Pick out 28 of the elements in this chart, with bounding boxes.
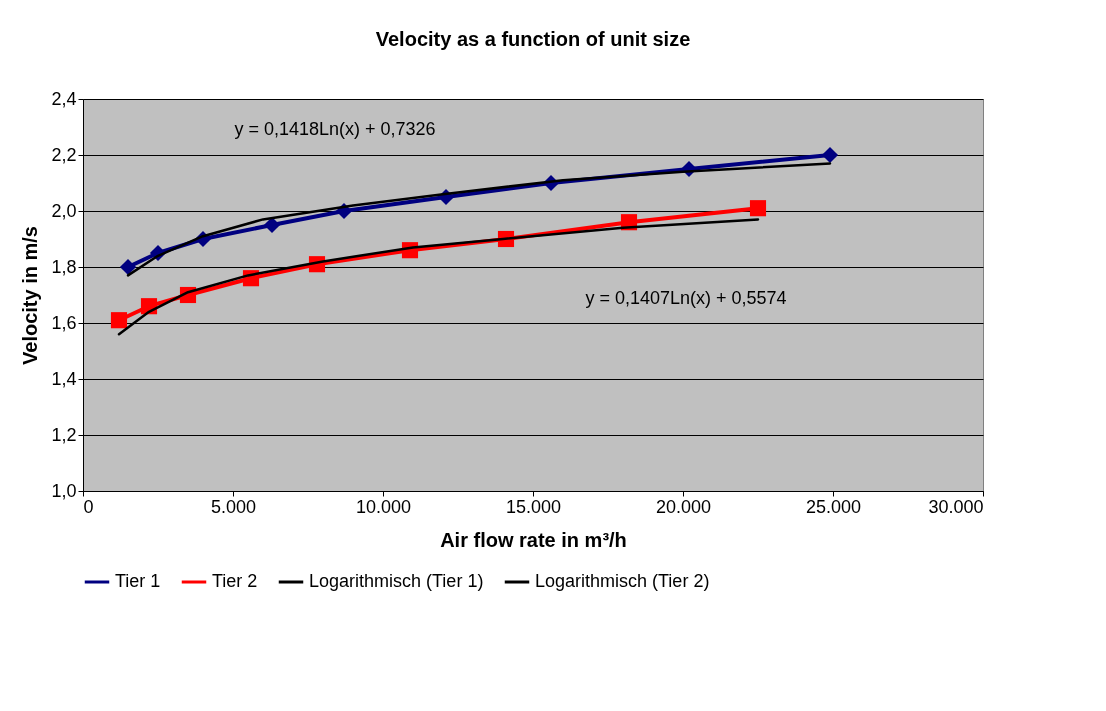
y-tick-label: 2,0 [51,200,77,221]
x-tick-label: 25.000 [805,496,862,517]
legend-label: Logarithmisch (Tier 1) [309,571,484,591]
legend-label: Tier 2 [212,571,258,591]
point [821,146,839,164]
annotation: y = 0,1418Ln(x) + 0,7326 [234,119,436,140]
legend-label: Logarithmisch (Tier 2) [535,571,710,591]
y-tick-label: 1,2 [51,424,77,445]
chart-title: Velocity as a function of unit size [375,28,691,50]
annotation: y = 0,1407Ln(x) + 0,5574 [585,287,787,308]
y-tick-label: 2,4 [51,88,77,109]
x-tick-label: 5.000 [210,496,257,517]
x-tick-label: 20.000 [655,496,712,517]
y-tick-label: 1,0 [51,480,77,501]
y-tick-label: 2,2 [51,144,77,165]
x-tick-label: 30.000 [928,496,984,517]
x-tick-label: 15.000 [505,496,562,517]
y-tick-label: 1,8 [51,256,77,277]
x-tick-label: 0 [83,496,94,517]
x-axis-title: Air flow rate in m³/h [440,528,627,551]
point [749,200,767,217]
point [119,258,137,276]
y-tick-label: 1,6 [51,312,77,333]
legend-label: Tier 1 [115,571,161,591]
x-tick-label: 10.000 [355,496,412,517]
point [110,312,128,329]
y-tick-label: 1,4 [51,368,77,389]
y-axis-title: Velocity in m/s [19,226,42,365]
